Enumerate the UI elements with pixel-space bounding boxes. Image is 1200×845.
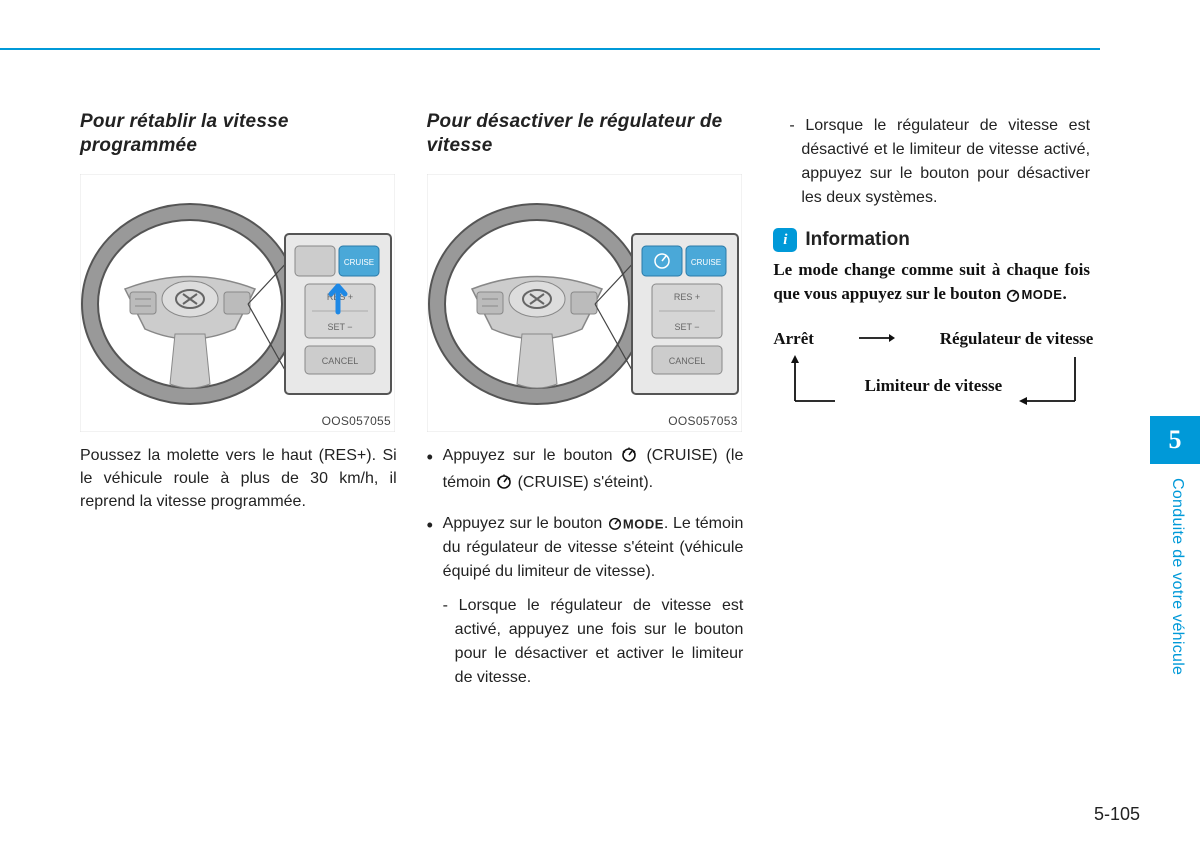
cycle-limiter: Limiteur de vitesse <box>865 376 1003 395</box>
info-text-b: . <box>1062 284 1066 303</box>
page-number: 5-105 <box>1094 804 1140 825</box>
bullet1-text-a: Appuyez sur le bouton <box>443 447 621 464</box>
mode-label: MODE <box>623 516 664 531</box>
info-title: Information <box>805 229 910 251</box>
side-label: Conduite de votre véhicule <box>1168 478 1186 675</box>
steering-wheel-illustration-2: CRUISE RES + SET − CANCEL <box>427 174 742 432</box>
cruise-icon <box>620 445 638 471</box>
svg-text:CRUISE: CRUISE <box>344 258 374 267</box>
col3-continuation: - Lorsque le régulateur de vitesse est d… <box>773 114 1090 210</box>
svg-text:SET −: SET − <box>327 322 352 332</box>
info-body: Le mode change comme suit à chaque fois … <box>773 258 1090 307</box>
figure-1-caption: OOS057055 <box>322 414 391 428</box>
figure-2: CRUISE RES + SET − CANCEL OOS057053 <box>427 174 742 432</box>
column-1: Pour rétablir la vitesse programmée <box>80 110 397 704</box>
figure-2-caption: OOS057053 <box>668 414 737 428</box>
info-icon: i <box>773 228 797 252</box>
cruise-icon <box>495 472 513 498</box>
bullet-1: Appuyez sur le bouton (CRUISE) (le témoi… <box>427 444 744 498</box>
bullet2-sub: - Lorsque le régulateur de vitesse est a… <box>443 594 744 690</box>
arrow-right-icon <box>857 329 897 350</box>
speedometer-icon <box>607 512 623 536</box>
bullet1-text-c: (CRUISE) s'éteint). <box>513 474 653 491</box>
column-3: - Lorsque le régulateur de vitesse est d… <box>773 110 1090 704</box>
mode-label: MODE <box>1021 287 1062 302</box>
speedometer-icon <box>1005 283 1021 307</box>
figure-1: CRUISE RES + SET − CANCEL OOS057055 <box>80 174 395 432</box>
bullet2-text-a: Appuyez sur le bouton <box>443 515 607 532</box>
steering-wheel-illustration: CRUISE RES + SET − CANCEL <box>80 174 395 432</box>
svg-text:SET −: SET − <box>674 322 699 332</box>
top-rule <box>0 48 1100 50</box>
column-2: Pour désactiver le régulateur de vitesse <box>427 110 744 704</box>
info-header: i Information <box>773 228 1090 252</box>
svg-text:CRUISE: CRUISE <box>691 258 721 267</box>
mode-cycle-diagram: Arrêt Régulateur de vitesse Limiteur de … <box>773 329 1093 419</box>
svg-text:CANCEL: CANCEL <box>322 356 359 366</box>
col2-heading: Pour désactiver le régulateur de vitesse <box>427 110 744 158</box>
col2-bullets: Appuyez sur le bouton (CRUISE) (le témoi… <box>427 444 744 690</box>
page-content: Pour rétablir la vitesse programmée <box>80 110 1090 704</box>
col1-heading: Pour rétablir la vitesse programmée <box>80 110 397 158</box>
col1-body: Poussez la molette vers le haut (RES+). … <box>80 444 397 514</box>
cycle-off: Arrêt <box>773 329 814 349</box>
chapter-tab: 5 <box>1150 416 1200 464</box>
cycle-cruise: Régulateur de vitesse <box>940 329 1094 349</box>
bullet-2: Appuyez sur le bouton MODE. Le témoin du… <box>427 512 744 690</box>
svg-text:RES +: RES + <box>674 292 700 302</box>
svg-text:CANCEL: CANCEL <box>668 356 705 366</box>
